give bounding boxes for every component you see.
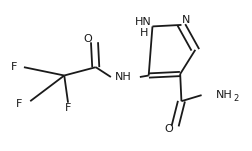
Text: NH: NH: [215, 90, 232, 100]
Text: O: O: [165, 124, 173, 134]
Text: HN: HN: [135, 17, 152, 27]
Text: O: O: [84, 34, 92, 44]
Text: N: N: [182, 15, 190, 25]
Text: 2: 2: [234, 94, 239, 103]
Text: F: F: [16, 99, 22, 109]
Text: F: F: [65, 103, 71, 113]
Text: H: H: [139, 28, 148, 38]
Text: F: F: [11, 62, 17, 72]
Text: NH: NH: [115, 72, 132, 82]
